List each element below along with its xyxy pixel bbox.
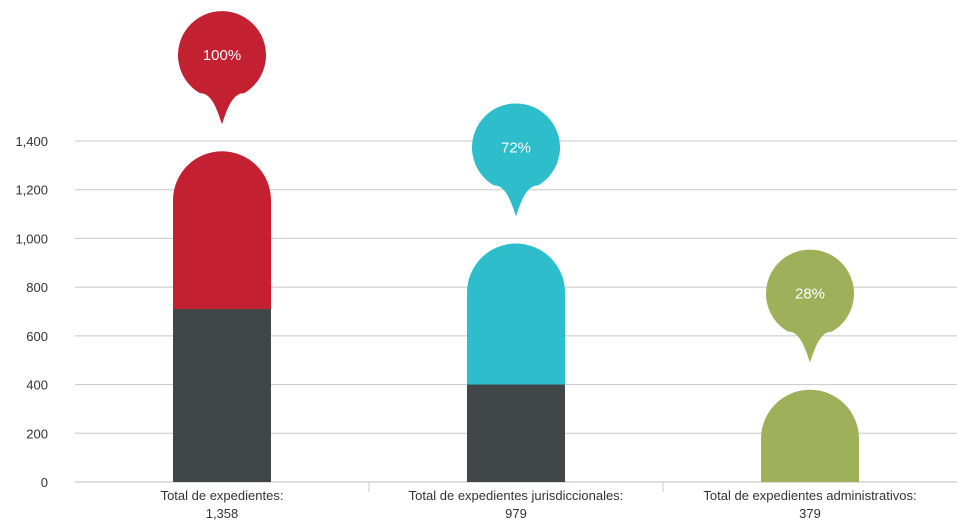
category-value-label: 379 <box>799 506 821 521</box>
category-value-label: 1,358 <box>206 506 239 521</box>
category-label: Total de expedientes administrativos: <box>703 488 916 503</box>
percentage-bubble <box>471 103 561 217</box>
category-label: Total de expedientes jurisdiccionales: <box>409 488 624 503</box>
percentage-label: 100% <box>203 47 241 64</box>
y-tick-label: 1,000 <box>15 231 48 246</box>
y-tick-label: 800 <box>26 280 48 295</box>
y-tick-label: 0 <box>41 475 48 490</box>
y-tick-label: 400 <box>26 378 48 393</box>
bar-segment-dark <box>467 384 565 482</box>
percentage-label: 28% <box>795 286 825 303</box>
percentage-bubble <box>178 11 266 125</box>
y-tick-label: 600 <box>26 329 48 344</box>
y-tick-label: 1,400 <box>15 134 48 149</box>
bar-segment-dark <box>173 309 271 482</box>
category-value-label: 979 <box>505 506 527 521</box>
percentage-bubble <box>766 249 854 363</box>
percentage-label: 72% <box>501 140 531 157</box>
y-tick-label: 200 <box>26 426 48 441</box>
bar-segment-colored <box>761 389 859 482</box>
y-tick-label: 1,200 <box>15 183 48 198</box>
category-label: Total de expedientes: <box>161 488 284 503</box>
